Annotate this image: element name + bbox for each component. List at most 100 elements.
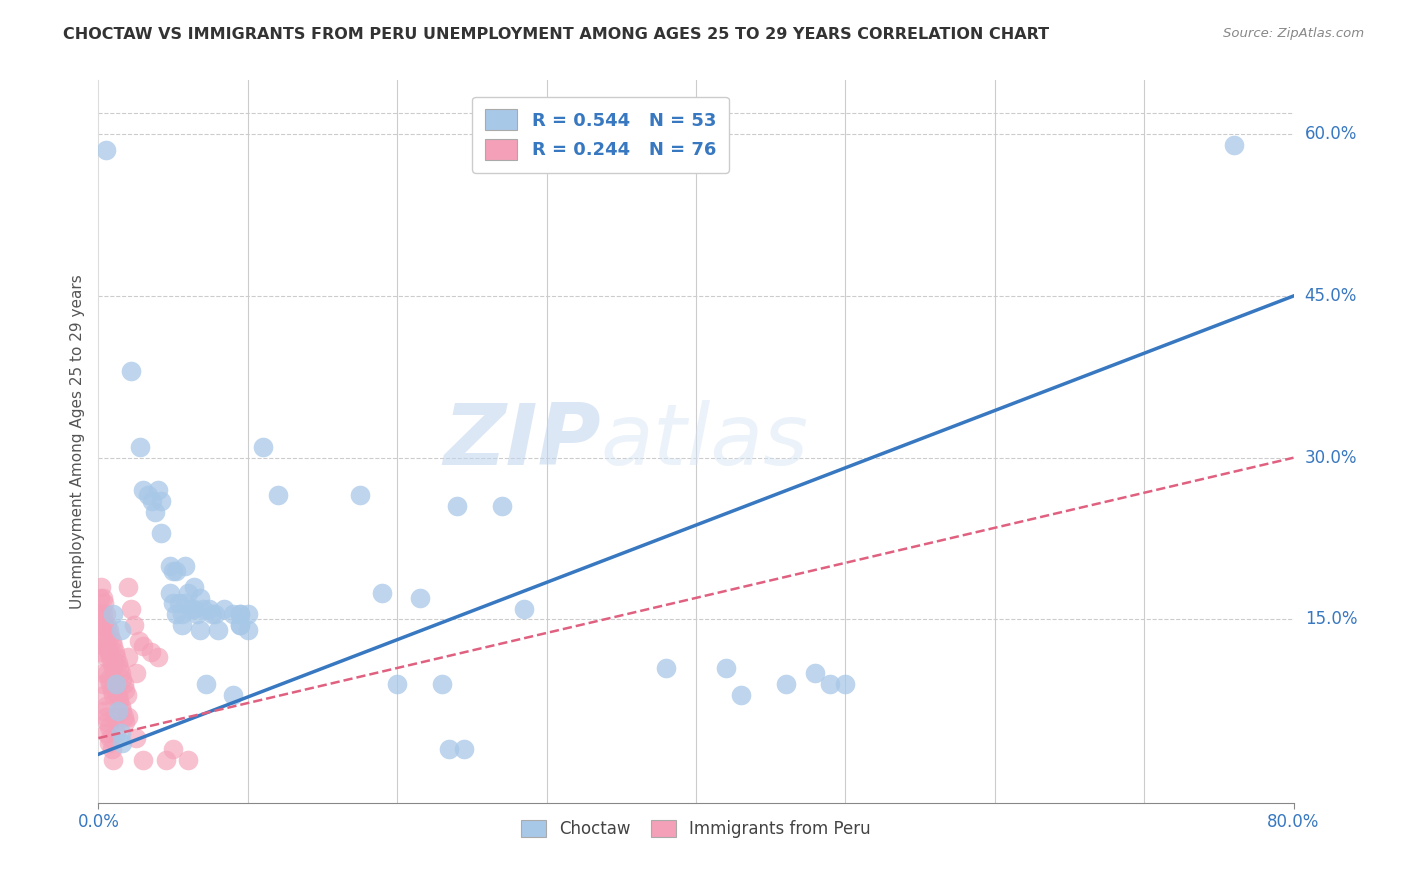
Point [150,493,173,508]
Point [94,709,117,723]
Point [105,650,128,665]
Point [105,677,128,691]
Point [103,753,125,767]
Point [105,682,128,697]
Point [207,624,229,638]
Point [104,645,127,659]
Point [141,493,163,508]
Point [132,483,155,497]
Point [371,585,394,599]
Point [730,688,752,702]
Point [98,677,122,691]
Point [191,601,214,615]
Point [117,580,139,594]
Point [107,688,129,702]
Point [110,666,132,681]
Point [172,618,194,632]
Point [124,618,146,632]
Point [91,677,114,691]
Point [188,591,211,605]
Point [97,672,120,686]
Point [117,709,139,723]
Point [236,607,259,621]
Point [97,737,120,751]
Point [101,634,124,648]
Point [229,607,252,621]
Point [148,483,170,497]
Point [89,591,111,605]
Point [104,709,127,723]
Point [655,661,678,675]
Point [143,505,166,519]
Point [132,753,155,767]
Point [236,624,259,638]
Point [120,601,142,615]
Point [162,564,184,578]
Point [162,742,184,756]
Point [94,607,117,621]
Point [103,661,125,675]
Point [439,742,461,756]
Point [159,558,181,573]
Point [201,607,224,621]
Point [804,666,827,681]
Point [98,731,122,745]
Point [148,650,170,665]
Point [183,601,205,615]
Point [91,591,114,605]
Point [177,753,200,767]
Point [105,725,128,739]
Text: 45.0%: 45.0% [1305,287,1357,305]
Point [229,618,252,632]
Text: ZIP: ZIP [443,400,600,483]
Point [128,634,150,648]
Point [112,709,135,723]
Point [111,672,134,686]
Point [108,693,131,707]
Point [129,440,152,454]
Point [103,607,125,621]
Point [267,488,290,502]
Point [94,650,117,665]
Point [94,725,117,739]
Point [165,564,187,578]
Point [90,580,112,594]
Text: 30.0%: 30.0% [1305,449,1357,467]
Point [89,607,111,621]
Point [174,596,197,610]
Point [90,607,112,621]
Point [111,704,134,718]
Point [93,596,115,610]
Point [114,714,136,729]
Point [94,629,117,643]
Point [91,607,114,621]
Point [125,666,148,681]
Point [136,488,159,502]
Point [186,607,208,621]
Point [103,640,125,654]
Point [93,704,115,718]
Point [110,624,132,638]
Point [775,677,797,691]
Point [174,558,197,573]
Point [453,742,475,756]
Point [834,677,856,691]
Legend: Choctaw, Immigrants from Peru: Choctaw, Immigrants from Peru [515,814,877,845]
Point [96,618,118,632]
Text: Source: ZipAtlas.com: Source: ZipAtlas.com [1223,27,1364,40]
Point [96,666,118,681]
Point [349,488,371,502]
Point [183,580,205,594]
Point [93,618,115,632]
Point [180,601,202,615]
Text: 60.0%: 60.0% [1305,125,1357,144]
Y-axis label: Unemployment Among Ages 25 to 29 years: Unemployment Among Ages 25 to 29 years [69,274,84,609]
Point [150,526,173,541]
Point [204,607,226,621]
Text: CHOCTAW VS IMMIGRANTS FROM PERU UNEMPLOYMENT AMONG AGES 25 TO 29 YEARS CORRELATI: CHOCTAW VS IMMIGRANTS FROM PERU UNEMPLOY… [63,27,1049,42]
Point [91,666,114,681]
Point [97,720,120,734]
Point [107,704,129,718]
Point [101,682,124,697]
Point [820,677,842,691]
